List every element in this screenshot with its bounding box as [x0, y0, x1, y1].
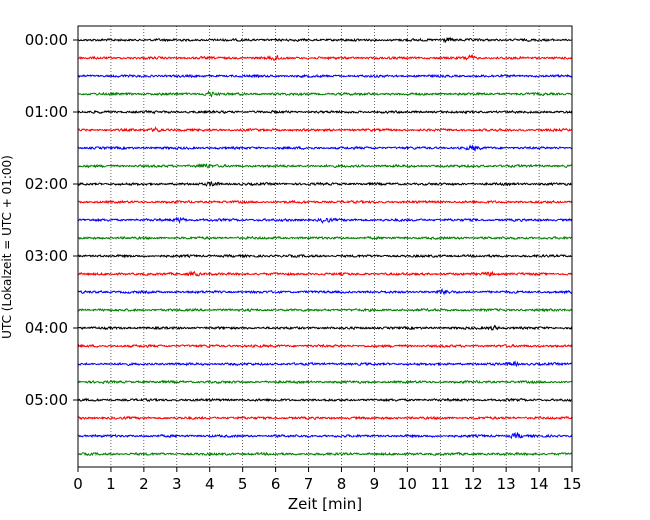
y-tick-label: 03:00 [25, 247, 68, 265]
trace-line [77, 307, 573, 313]
trace-line [77, 431, 573, 440]
trace-line [77, 343, 573, 349]
x-tick-label: 1 [106, 475, 116, 493]
x-tick-label: 4 [205, 475, 215, 493]
x-tick-label: 2 [139, 475, 149, 493]
y-tick-label: 05:00 [25, 391, 68, 409]
trace-line [77, 36, 573, 44]
trace-line [77, 397, 573, 403]
trace-line [77, 89, 573, 98]
x-tick-label: 13 [497, 475, 516, 493]
x-tick-label: 6 [271, 475, 281, 493]
y-tick-label: 02:00 [25, 175, 68, 193]
plot-frame [77, 25, 573, 468]
x-tick-label: 8 [337, 475, 347, 493]
x-axis-label: Zeit [min] [288, 495, 362, 513]
x-tick-label: 12 [464, 475, 483, 493]
y-tick-label: 04:00 [25, 319, 68, 337]
trace-line [77, 181, 573, 188]
x-tick-label: 15 [562, 475, 581, 493]
x-tick-label: 7 [304, 475, 314, 493]
trace-line [77, 216, 573, 225]
y-tick-label: 00:00 [25, 31, 68, 49]
trace-line [77, 199, 573, 205]
trace-line [77, 144, 573, 152]
trace-line [77, 379, 573, 385]
trace-line [77, 126, 573, 133]
trace-line [77, 360, 573, 367]
trace-line [77, 73, 573, 79]
x-tick-label: 5 [238, 475, 248, 493]
x-tick-label: 3 [172, 475, 182, 493]
trace-line [77, 270, 573, 277]
trace-line [77, 324, 573, 331]
x-tick-label: 11 [431, 475, 450, 493]
y-axis-label: UTC (Lokalzeit = UTC + 01:00) [0, 155, 14, 339]
trace-line [77, 235, 573, 241]
y-axis-ticks: 00:00 01:00 02:00 03:00 04:00 05:00 [25, 31, 78, 409]
x-tick-label: 0 [73, 475, 83, 493]
trace-line [77, 451, 573, 457]
trace-line [77, 253, 573, 259]
trace-line [77, 287, 573, 296]
x-tick-label: 14 [530, 475, 549, 493]
trace-line [77, 415, 573, 421]
y-tick-label: 01:00 [25, 103, 68, 121]
seismic-traces [77, 36, 573, 457]
x-tick-label: 9 [370, 475, 380, 493]
trace-line [77, 54, 573, 62]
trace-line [77, 109, 573, 115]
trace-line [77, 163, 573, 169]
x-axis-ticks: 0 1 2 3 4 5 6 7 8 9 10 11 12 13 14 15 [73, 467, 582, 493]
x-tick-label: 10 [398, 475, 417, 493]
